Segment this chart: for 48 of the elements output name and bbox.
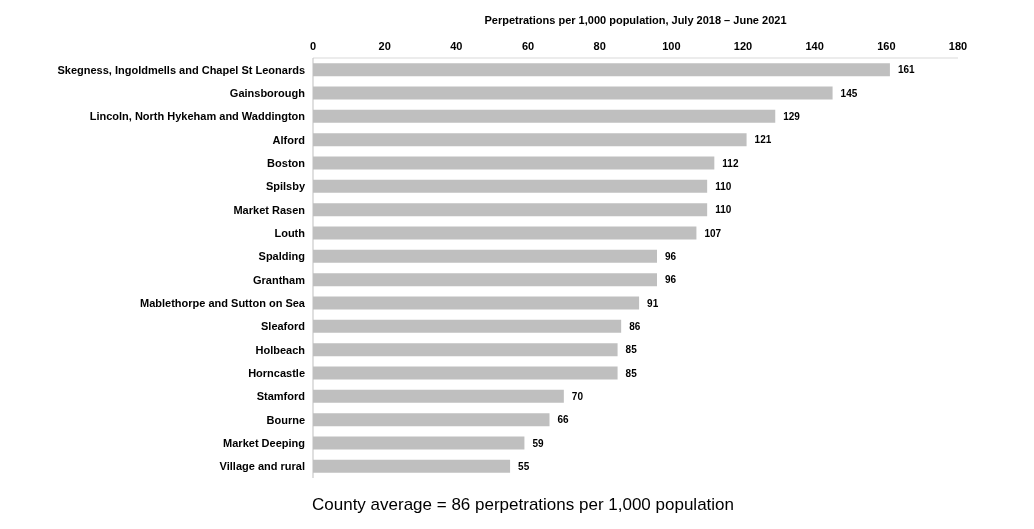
y-tick-label: Bourne [266, 413, 305, 426]
data-label: 112 [722, 157, 739, 169]
y-tick-label: Market Deeping [223, 436, 305, 449]
data-label: 107 [704, 227, 722, 239]
y-tick-label: Alford [272, 133, 305, 146]
data-label: 91 [647, 297, 659, 309]
data-label: 70 [571, 390, 584, 402]
x-tick-label: 20 [378, 40, 391, 52]
x-tick-label: 40 [450, 40, 463, 52]
y-tick-label: Louth [274, 226, 306, 239]
x-tick-label: 0 [309, 40, 317, 52]
x-tick-label: 180 [948, 40, 968, 52]
y-tick-label: Boston [267, 156, 306, 169]
x-tick-label: 120 [733, 40, 753, 52]
data-label: 110 [715, 180, 732, 192]
y-tick-label: Grantham [253, 273, 306, 286]
y-tick-label: Spalding [258, 250, 305, 263]
data-label: 66 [557, 414, 570, 426]
y-tick-label: Mablethorpe and Sutton on Sea [139, 296, 306, 309]
data-label: 55 [518, 460, 530, 472]
data-label: 121 [754, 134, 772, 146]
data-label: 85 [625, 344, 638, 356]
data-label: 85 [625, 367, 638, 379]
data-label: 110 [715, 204, 732, 216]
data-label: 96 [665, 250, 677, 262]
y-tick-label: Lincoln, North Hykeham and Waddington [89, 110, 306, 123]
data-label: 59 [532, 437, 544, 449]
text: County average = 86 perpetrations per 1,000 population [311, 495, 735, 515]
data-label: 145 [840, 87, 858, 99]
y-tick-label: Skegness, Ingoldmells and Chapel St Leonards [57, 63, 305, 76]
x-tick-label: 60 [521, 40, 535, 52]
y-tick-label: Gainsborough [229, 86, 306, 99]
data-label: 161 [897, 64, 916, 76]
y-tick-label: Horncastle [248, 366, 305, 379]
x-tick-label: 80 [593, 40, 606, 52]
y-tick-label: Sleaford [260, 320, 305, 333]
x-axis-title: Perpetrations per 1,000 population, July 2018 – June 2021 [484, 13, 787, 26]
data-label: 129 [783, 110, 801, 122]
y-tick-label: Market Rasen [233, 203, 306, 216]
y-tick-label: Holbeach [255, 343, 306, 356]
x-tick-label: 140 [805, 40, 824, 52]
data-label: 86 [629, 320, 641, 332]
x-tick-label: 160 [877, 40, 896, 52]
y-tick-label: Spilsby [265, 180, 306, 193]
y-tick-label: Village and rural [219, 460, 305, 473]
y-tick-label: Stamford [256, 390, 305, 403]
data-label: 96 [665, 274, 677, 286]
x-tick-label: 100 [662, 40, 681, 52]
